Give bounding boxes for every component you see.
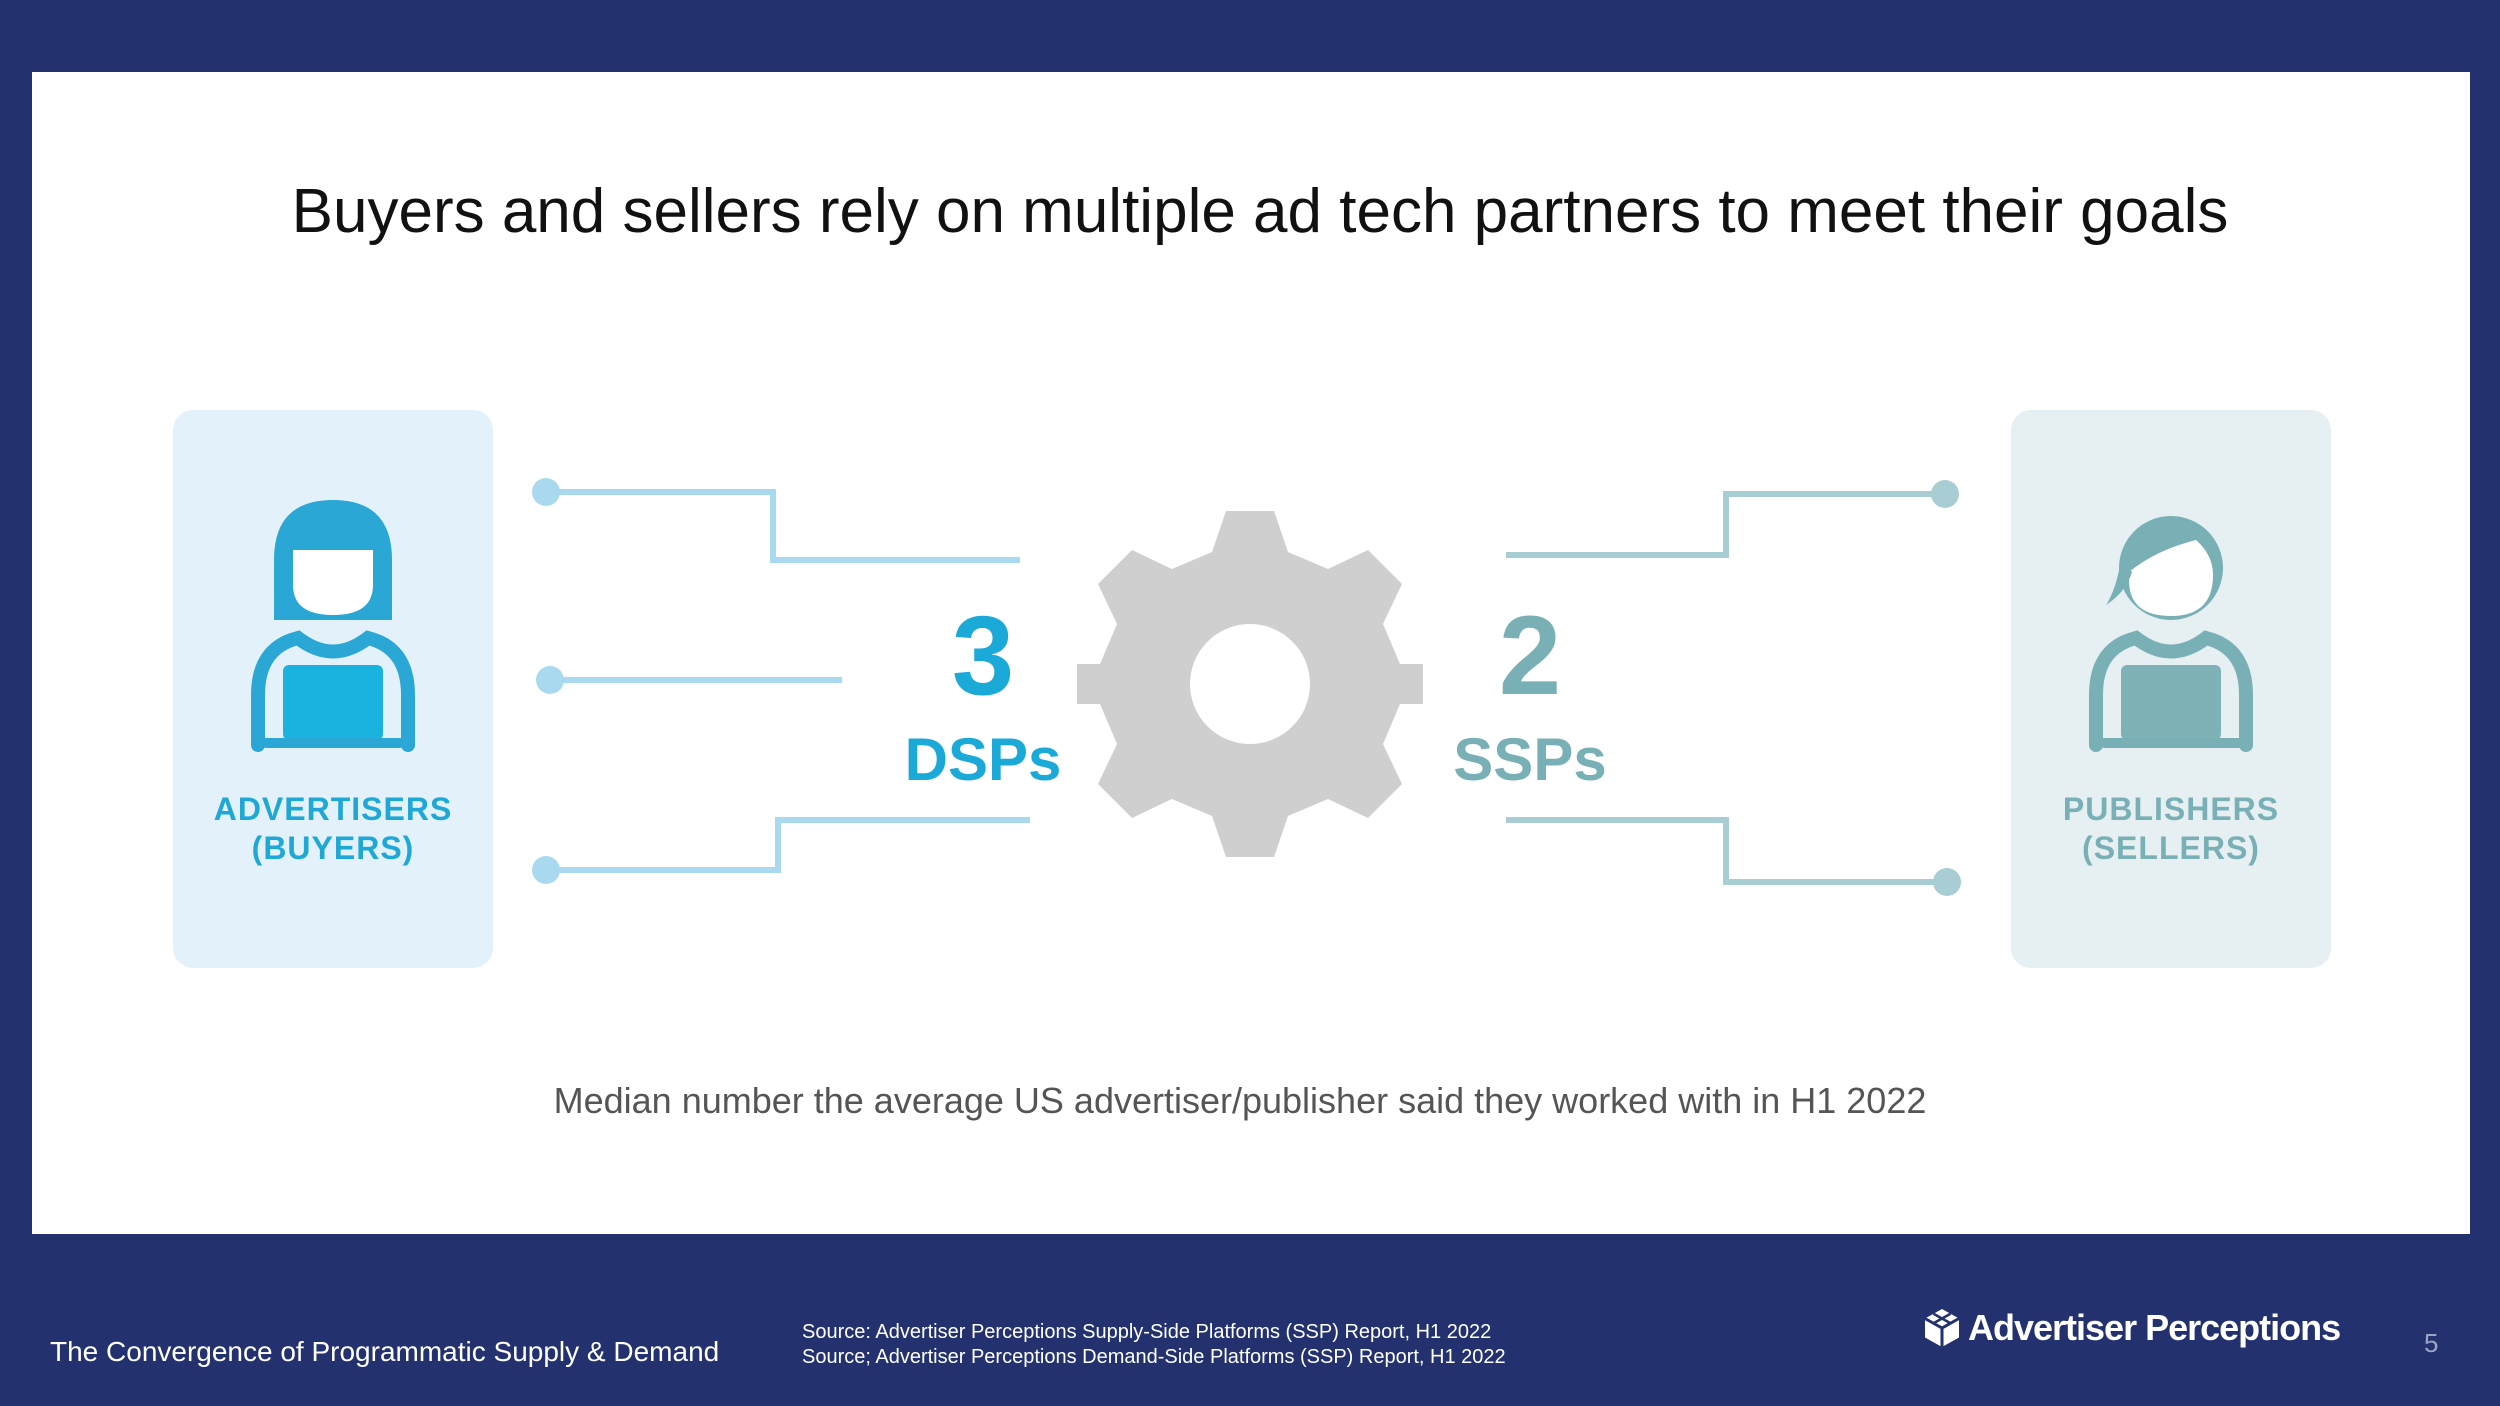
advertiser-perceptions-logo: Advertiser Perceptions [1924, 1305, 2341, 1351]
seller-dot-bottom [1933, 868, 1961, 896]
dsp-label: DSPs [904, 726, 1062, 793]
footer-title: The Convergence of Programmatic Supply &… [50, 1336, 720, 1367]
logo-text: Advertiser Perceptions [1968, 1307, 2341, 1348]
source-line-1: Source: Advertiser Perceptions Supply-Si… [802, 1321, 1492, 1343]
page-number: 5 [2424, 1328, 2439, 1358]
buyers-label-line2: (BUYERS) [251, 830, 415, 866]
ssp-count: 2 [1498, 593, 1562, 718]
cube-icon [1924, 1309, 1960, 1347]
seller-connector-bottom [1506, 817, 1947, 885]
dsp-count: 3 [951, 593, 1015, 718]
buyers-card: ADVERTISERS (BUYERS) [173, 410, 493, 968]
buyer-dot-bottom [532, 856, 560, 884]
sellers-label-line2: (SELLERS) [2082, 830, 2260, 866]
buyers-label-line1: ADVERTISERS [213, 791, 453, 827]
source-line-2: Source; Advertiser Perceptions Demand-Si… [802, 1346, 1506, 1368]
sellers-label: PUBLISHERS (SELLERS) [2011, 790, 2331, 868]
buyers-label: ADVERTISERS (BUYERS) [173, 790, 493, 868]
advertiser-person-icon [251, 500, 415, 752]
slide-title: Buyers and sellers rely on multiple ad t… [291, 177, 2229, 246]
footer-sources: Source: Advertiser Perceptions Supply-Si… [802, 1320, 1506, 1370]
sellers-label-line1: PUBLISHERS [2062, 791, 2280, 827]
publisher-person-icon [2089, 516, 2253, 752]
slide-caption: Median number the average US advertiser/… [553, 1080, 1927, 1121]
buyer-dot-middle [536, 666, 564, 694]
seller-dot-top [1931, 480, 1959, 508]
sellers-card: PUBLISHERS (SELLERS) [2011, 410, 2331, 968]
gear-icon [1077, 511, 1423, 857]
buyer-dot-top [532, 478, 560, 506]
seller-connector-top [1506, 491, 1945, 558]
ssp-label: SSPs [1453, 726, 1607, 793]
buyer-connector-top [546, 489, 1020, 563]
buyer-connector-bottom [546, 817, 1030, 873]
